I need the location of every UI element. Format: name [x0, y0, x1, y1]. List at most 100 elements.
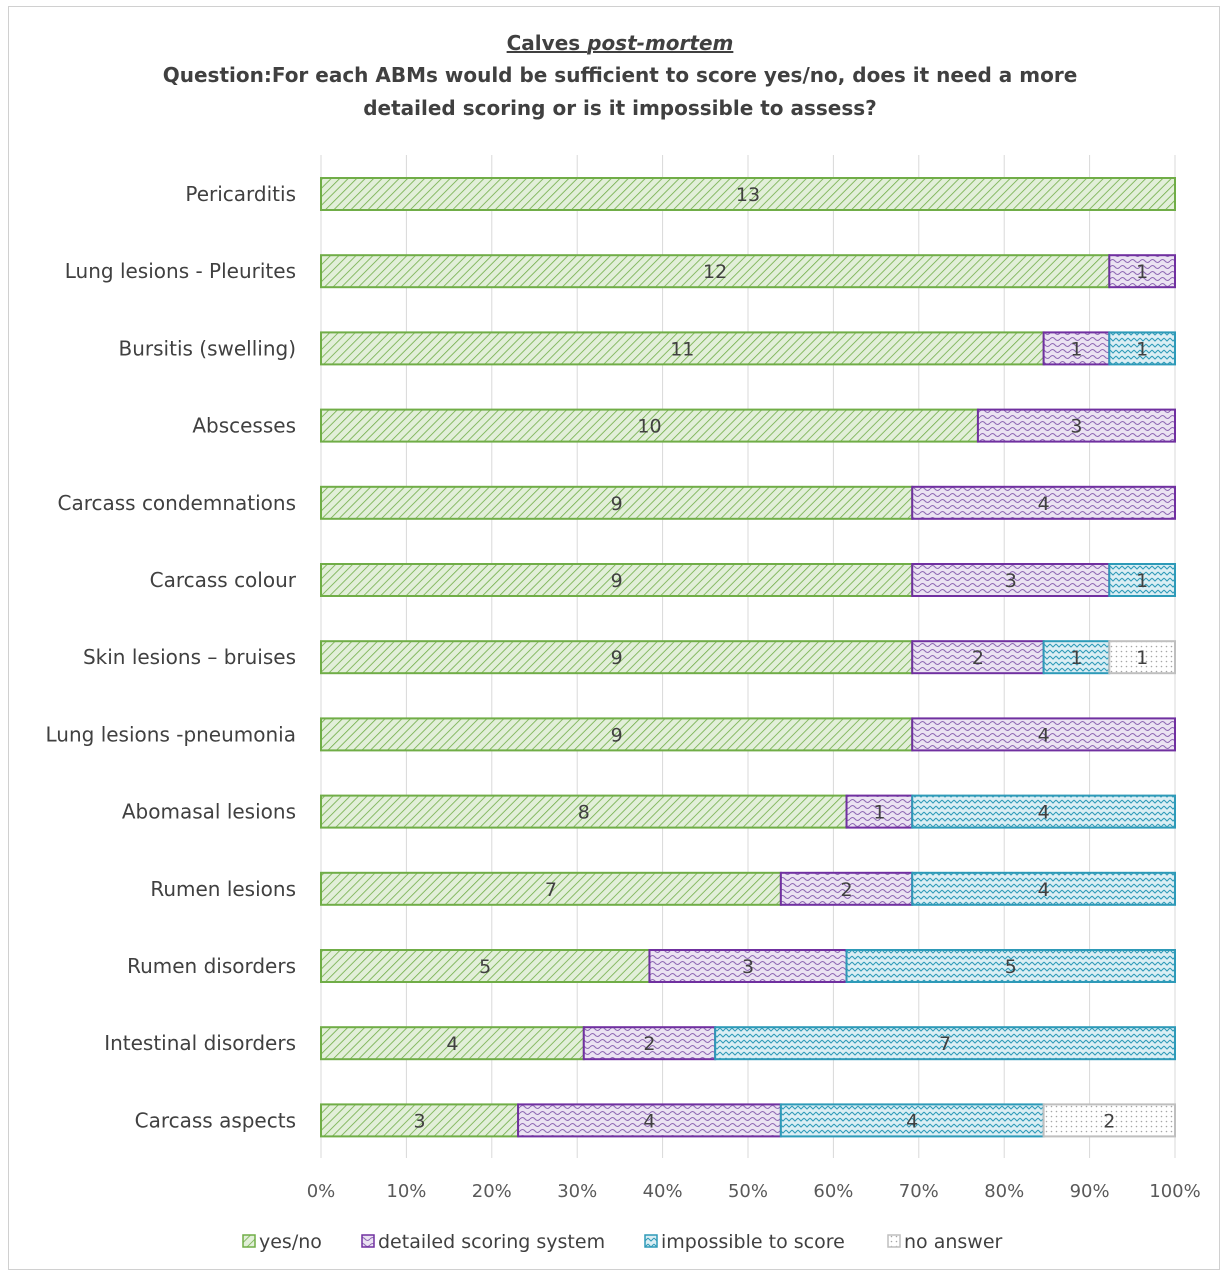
x-tick-label: 10%: [386, 1181, 426, 1202]
chart-title: Calves post-mortem: [507, 31, 734, 55]
category-label: Lung lesions - Pleurites: [65, 259, 296, 283]
data-label: 4: [906, 1110, 918, 1132]
bar-segment: [1042, 640, 1111, 675]
data-label: 5: [1005, 956, 1017, 978]
x-tick-label: 50%: [728, 1181, 768, 1202]
category-label: Carcass colour: [150, 568, 297, 592]
bar-segment: [1108, 331, 1177, 366]
bar-segment: [582, 1026, 717, 1061]
bar-segment: [320, 1026, 585, 1061]
legend-swatch: [887, 1234, 901, 1248]
data-label: 8: [578, 802, 590, 824]
data-label: 7: [939, 1033, 951, 1055]
bar-segment: [320, 794, 848, 829]
data-label: 12: [703, 261, 727, 283]
bar-segment: [320, 640, 914, 675]
category-label: Rumen lesions: [150, 877, 296, 901]
category-label: Rumen disorders: [127, 954, 296, 978]
data-label: 1: [873, 802, 885, 824]
bar-segment: [1108, 254, 1177, 289]
bar-segment: [320, 331, 1045, 366]
legend-label: impossible to score: [661, 1231, 845, 1253]
bar-segment: [714, 1026, 1177, 1061]
data-label: 4: [446, 1033, 458, 1055]
x-tick-label: 70%: [899, 1181, 939, 1202]
bar-segment: [320, 563, 914, 597]
data-label: 4: [1038, 802, 1050, 824]
category-label: Carcass aspects: [135, 1108, 296, 1132]
data-label: 11: [670, 338, 694, 360]
data-label: 9: [611, 647, 623, 669]
category-label: Abomasal lesions: [122, 800, 296, 824]
legend-label: yes/no: [259, 1231, 322, 1253]
x-tick-label: 40%: [643, 1181, 683, 1202]
data-label: 2: [840, 879, 852, 901]
legend-swatch: [644, 1234, 658, 1248]
data-label: 2: [643, 1033, 655, 1055]
x-tick-label: 100%: [1149, 1181, 1200, 1202]
bars: [320, 177, 1177, 1138]
category-label: Skin lesions – bruises: [83, 645, 296, 669]
legend-label: no answer: [904, 1231, 1003, 1253]
data-label: 1: [1136, 338, 1148, 360]
bar-segment: [320, 177, 1176, 211]
data-label: 1: [1136, 570, 1148, 592]
x-tick-label: 60%: [813, 1181, 853, 1202]
bar-segment: [911, 871, 1176, 906]
bar-segment: [911, 563, 1111, 597]
data-label: 2: [1103, 1110, 1115, 1132]
chart-subtitle-line-2: detailed scoring or is it impossible to …: [363, 96, 877, 120]
category-label: Pericarditis: [185, 182, 296, 206]
bar-segment: [911, 640, 1045, 675]
data-label: 1: [1070, 647, 1082, 669]
data-label: 4: [1038, 724, 1050, 746]
data-label: 1: [1136, 261, 1148, 283]
data-label: 4: [643, 1110, 655, 1132]
data-label: 4: [1038, 493, 1050, 515]
data-label: 1: [1136, 647, 1148, 669]
bar-segment: [320, 717, 914, 752]
data-label: 3: [1005, 570, 1017, 592]
data-label: 9: [611, 493, 623, 515]
category-labels: Pericarditis Lung lesions - Pleurites Burs…: [46, 182, 297, 1132]
bar-segment: [1042, 331, 1111, 366]
data-label: 2: [972, 647, 984, 669]
bar-segment: [320, 871, 782, 906]
bar-segment: [911, 485, 1176, 520]
x-tick-label: 90%: [1070, 1181, 1110, 1202]
legend-label: detailed scoring system: [378, 1231, 605, 1253]
bar-segment: [1108, 640, 1177, 675]
legend: yes/no detailed scoring system impossible …: [242, 1231, 1003, 1253]
category-label: Abscesses: [192, 414, 296, 438]
category-label: Lung lesions -pneumonia: [46, 722, 297, 746]
bar-segment: [320, 949, 651, 983]
data-label: 3: [1070, 416, 1082, 438]
legend-swatch: [242, 1234, 256, 1248]
x-tick-label: 20%: [472, 1181, 512, 1202]
data-label: 3: [742, 956, 754, 978]
data-label: 1: [1070, 338, 1082, 360]
legend-swatch: [361, 1234, 375, 1248]
x-tick-label: 80%: [984, 1181, 1024, 1202]
x-axis-tick-labels: 0% 10% 20% 30% 40% 50% 60% 70% 80% 90% 100%: [307, 1181, 1201, 1202]
category-label: Carcass condemnations: [57, 491, 296, 515]
data-label: 10: [637, 416, 661, 438]
category-label: Bursitis (swelling): [119, 336, 297, 360]
bar-segment: [779, 1103, 1045, 1138]
bar-segment: [911, 794, 1176, 829]
bar-segment: [911, 717, 1176, 752]
bar-segment: [976, 408, 1177, 443]
data-label: 13: [736, 184, 760, 206]
data-label: 4: [1038, 879, 1050, 901]
bar-segment: [1042, 1103, 1176, 1138]
x-tick-label: 0%: [307, 1181, 336, 1202]
data-label: 9: [611, 570, 623, 592]
data-label: 7: [545, 879, 557, 901]
data-label: 5: [479, 956, 491, 978]
data-label: 3: [413, 1110, 425, 1132]
data-label: 9: [611, 724, 623, 746]
chart-subtitle-line-1: Question:For each ABMs would be sufficie…: [163, 63, 1078, 87]
bar-segment: [845, 794, 914, 829]
